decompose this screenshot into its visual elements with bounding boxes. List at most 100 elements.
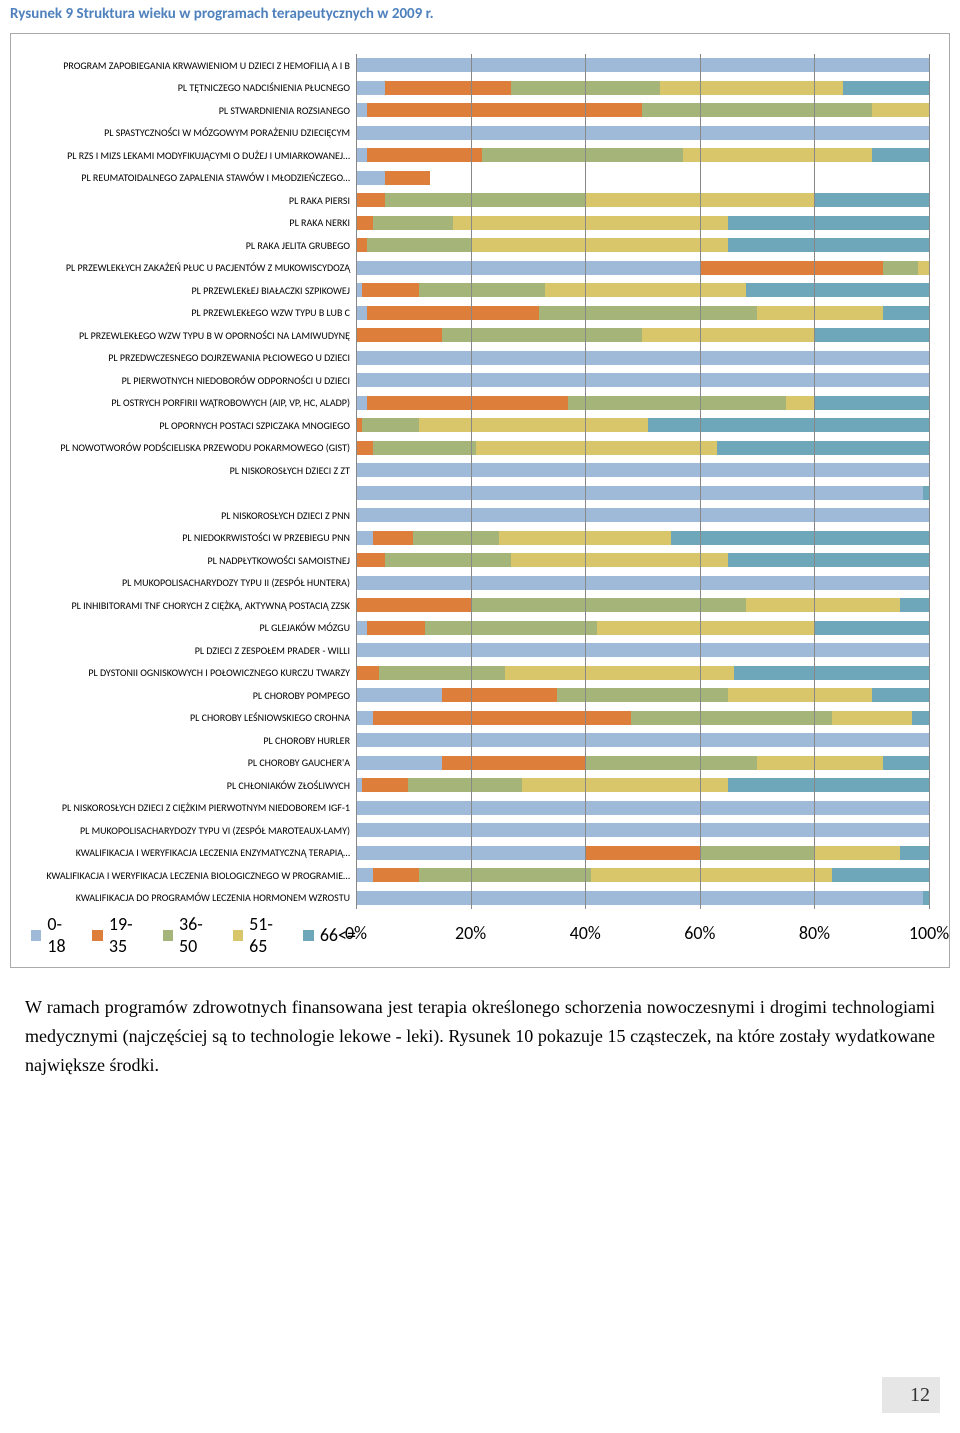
bar-segment (660, 81, 843, 95)
stacked-bar (356, 261, 929, 275)
stacked-bar (356, 171, 929, 185)
stacked-bar (356, 148, 929, 162)
bar-segment (356, 598, 471, 612)
bar-segment (356, 666, 379, 680)
bar-segment (832, 711, 912, 725)
bar-segment (918, 261, 929, 275)
bar-segment (356, 553, 385, 567)
stacked-bar (356, 306, 929, 320)
plot-area (356, 54, 929, 909)
page-number: 12 (882, 1377, 940, 1413)
stacked-bar (356, 463, 929, 477)
bar-segment (356, 148, 367, 162)
stacked-bar (356, 328, 929, 342)
stacked-bar (356, 486, 929, 500)
bar-segment (356, 531, 373, 545)
chart-container: PROGRAM ZAPOBIEGANIA KRWAWIENIOM U DZIEC… (10, 33, 950, 968)
bar-segment (585, 193, 814, 207)
bar-segment (356, 711, 373, 725)
x-tick: 40% (570, 922, 601, 944)
bar-segment (356, 756, 442, 770)
bar-segment (356, 508, 929, 522)
bar-segment (356, 328, 442, 342)
bar-segment (356, 801, 929, 815)
bar-segment (385, 193, 586, 207)
category-label: PL REUMATOIDALNEGO ZAPALENIA STAWÓW I MŁ… (31, 171, 356, 184)
bar-segment (734, 666, 929, 680)
bar-segment (557, 688, 729, 702)
bar-segment (539, 306, 757, 320)
bar-segment (356, 193, 385, 207)
legend-label: 36-50 (179, 913, 219, 957)
bar-segment (900, 598, 929, 612)
category-label: PL PRZEWLEKŁYCH ZAKAŻEŃ PŁUC U PACJENTÓW… (31, 261, 356, 274)
bar-segment (356, 351, 929, 365)
bar-segment (356, 868, 373, 882)
bar-segment (591, 868, 832, 882)
bar-segment (356, 576, 929, 590)
category-label: PL NADPŁYTKOWOŚCI SAMOISTNEJ (31, 554, 356, 567)
category-label: KWALIFIKACJA I WERYFIKACJA LECZENIA ENZY… (31, 846, 356, 859)
bar-segment (425, 621, 597, 635)
stacked-bar (356, 81, 929, 95)
stacked-bar (356, 733, 929, 747)
bar-segment (356, 891, 923, 905)
bar-segment (923, 486, 929, 500)
bar-segment (356, 463, 929, 477)
legend-swatch (92, 930, 102, 941)
bar-segment (728, 238, 929, 252)
stacked-bar (356, 688, 929, 702)
legend-swatch (31, 930, 41, 941)
stacked-bar (356, 868, 929, 882)
bar-segment (442, 328, 643, 342)
bar-segment (471, 238, 729, 252)
x-tick: 0% (345, 922, 367, 944)
bar-segment (482, 148, 683, 162)
bar-segment (356, 373, 929, 387)
bar-segment (717, 441, 929, 455)
category-label: PL PRZEWLEKŁEJ BIAŁACZKI SZPIKOWEJ (31, 284, 356, 297)
category-label: PL RAKA NERKI (31, 216, 356, 229)
category-label: PL DZIECI Z ZESPOŁEM PRADER - WILLI (31, 644, 356, 657)
bar-segment (367, 148, 482, 162)
bar-segment (923, 891, 929, 905)
stacked-bar (356, 666, 929, 680)
category-label: PL CHOROBY LEŚNIOWSKIEGO CROHNA (31, 711, 356, 724)
bar-segment (757, 756, 883, 770)
bar-segment (419, 868, 591, 882)
bar-segment (505, 666, 734, 680)
bar-segment (419, 418, 648, 432)
bar-segment (471, 598, 746, 612)
bar-segment (511, 81, 660, 95)
bar-segment (786, 396, 815, 410)
stacked-bar (356, 531, 929, 545)
bar-segment (367, 396, 568, 410)
stacked-bar (356, 216, 929, 230)
bar-segment (872, 103, 929, 117)
category-label: PL DYSTONII OGNISKOWYCH I POŁOWICZNEGO K… (31, 666, 356, 679)
bar-segment (362, 283, 419, 297)
y-axis-labels: PROGRAM ZAPOBIEGANIA KRWAWIENIOM U DZIEC… (31, 54, 356, 909)
stacked-bar (356, 756, 929, 770)
bar-segment (832, 868, 929, 882)
stacked-bar (356, 283, 929, 297)
category-label: PL MUKOPOLISACHARYDOZY TYPU II (ZESPÓŁ H… (31, 576, 356, 589)
category-label: PL GLEJAKÓW MÓZGU (31, 621, 356, 634)
category-label: PL MUKOPOLISACHARYDOZY TYPU VI (ZESPÓŁ M… (31, 824, 356, 837)
stacked-bar (356, 508, 929, 522)
category-label: PL NIEDOKRWISTOŚCI W PRZEBIEGU PNN (31, 531, 356, 544)
category-label: PL STWARDNIENIA ROZSIANEGO (31, 104, 356, 117)
bar-segment (597, 621, 815, 635)
bar-segment (545, 283, 746, 297)
bar-segment (367, 306, 539, 320)
bar-segment (642, 103, 871, 117)
bar-segment (912, 711, 929, 725)
bar-segment (700, 261, 883, 275)
category-label: KWALIFIKACJA DO PROGRAMÓW LECZENIA HORMO… (31, 891, 356, 904)
legend-swatch (163, 930, 173, 941)
bar-segment (814, 621, 929, 635)
bar-segment (442, 688, 557, 702)
bar-segment (356, 216, 373, 230)
bar-segment (442, 756, 585, 770)
bar-segment (728, 553, 929, 567)
